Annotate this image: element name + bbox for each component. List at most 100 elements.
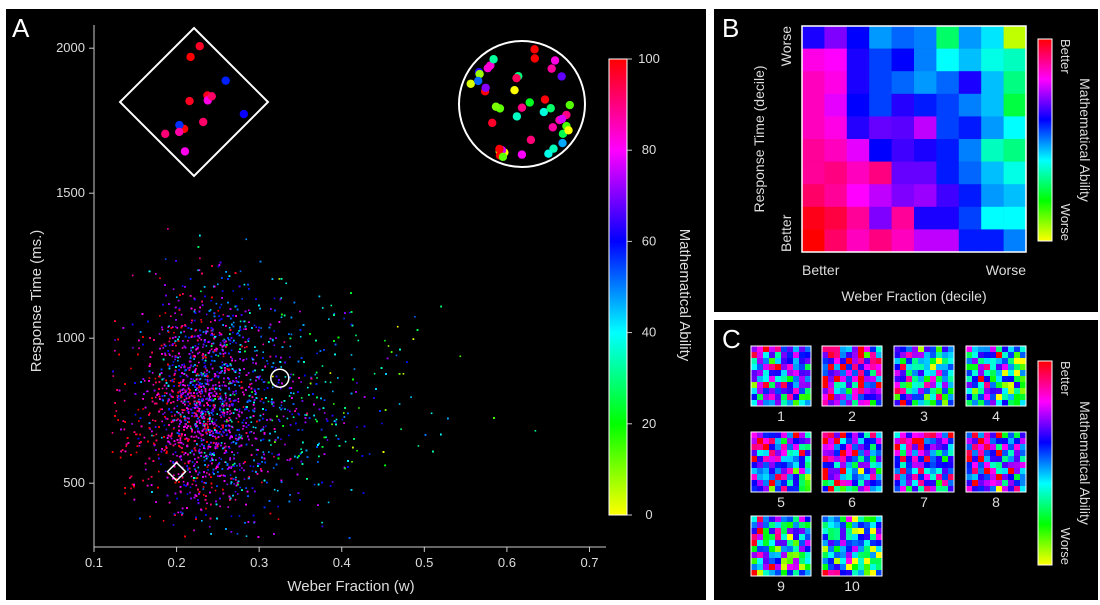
scatter-point xyxy=(213,333,215,336)
scatter-point xyxy=(220,474,223,477)
scatter-point xyxy=(212,387,215,389)
scatter-point xyxy=(149,515,151,518)
scatter-point xyxy=(130,367,132,370)
scatter-point xyxy=(256,349,258,352)
scatter-point xyxy=(277,505,279,508)
scatter-point xyxy=(231,341,234,344)
scatter-point xyxy=(281,407,284,410)
scatter-point xyxy=(387,345,390,347)
scatter-point xyxy=(165,444,167,447)
scatter-point xyxy=(174,413,176,416)
scatter-point xyxy=(290,333,293,336)
scatter-point xyxy=(395,354,398,357)
scatter-point xyxy=(291,467,293,470)
scatter-point xyxy=(188,397,190,399)
scatter-point xyxy=(271,386,274,389)
scatter-point xyxy=(135,451,138,454)
scatter-point xyxy=(172,420,174,423)
scatter-point xyxy=(205,345,208,347)
scatter-point xyxy=(351,461,353,463)
scatter-point xyxy=(221,435,224,437)
scatter-point xyxy=(202,488,205,490)
scatter-point xyxy=(169,344,171,347)
scatter-point xyxy=(222,410,225,413)
scatter-point xyxy=(205,375,207,378)
scatter-point xyxy=(250,382,253,385)
scatter-point xyxy=(283,341,286,343)
scatter-point xyxy=(217,310,220,312)
scatter-point xyxy=(353,368,356,370)
scatter-point xyxy=(190,427,192,430)
scatter-point xyxy=(220,303,223,306)
panel-a-label: A xyxy=(12,13,30,43)
scatter-point xyxy=(273,330,275,332)
scatter-point xyxy=(176,419,178,422)
scatter-point xyxy=(171,415,173,417)
scatter-point xyxy=(228,388,231,391)
scatter-point xyxy=(195,383,198,386)
scatter-point xyxy=(204,378,207,381)
scatter-point xyxy=(180,459,183,461)
scatter-point xyxy=(145,390,148,393)
scatter-point xyxy=(198,337,201,339)
scatter-point xyxy=(228,326,231,329)
scatter-point xyxy=(203,371,206,374)
scatter-point xyxy=(222,355,225,358)
scatter-point xyxy=(243,328,245,330)
scatter-point xyxy=(190,347,192,349)
scatter-point xyxy=(321,365,324,367)
scatter-point xyxy=(216,371,218,373)
scatter-point xyxy=(263,388,266,391)
scatter-point xyxy=(232,403,234,405)
scatter-point xyxy=(204,447,206,450)
scatter-point xyxy=(224,352,227,354)
scatter-point xyxy=(202,399,205,402)
scatter-point xyxy=(230,382,232,385)
scatter-point xyxy=(174,373,176,375)
scatter-point xyxy=(358,407,360,409)
scatter-point xyxy=(218,387,221,390)
scatter-point xyxy=(152,383,155,386)
scatter-point xyxy=(190,322,193,324)
scatter-point xyxy=(229,436,231,439)
scatter-point xyxy=(170,315,172,317)
scatter-point xyxy=(262,413,265,416)
scatter-point xyxy=(292,373,295,376)
scatter-point xyxy=(263,381,266,383)
scatter-point xyxy=(215,419,218,421)
scatter-point xyxy=(207,411,209,413)
scatter-point xyxy=(238,368,241,370)
scatter-point xyxy=(332,390,334,393)
scatter-point xyxy=(233,454,235,456)
scatter-point xyxy=(238,463,241,465)
scatter-point xyxy=(280,316,283,319)
scatter-point xyxy=(231,357,234,360)
scatter-point xyxy=(221,361,224,363)
scatter-point xyxy=(192,365,195,368)
scatter-point xyxy=(396,325,399,328)
scatter-point xyxy=(173,331,175,334)
scatter-point xyxy=(216,413,218,415)
scatter-point xyxy=(244,346,246,349)
scatter-point xyxy=(262,451,265,453)
scatter-point xyxy=(200,321,203,323)
scatter-point xyxy=(138,445,141,447)
scatter-point xyxy=(255,376,258,378)
scatter-point xyxy=(202,434,204,436)
scatter-point xyxy=(167,228,169,230)
scatter-point xyxy=(225,362,227,365)
scatter-point xyxy=(225,385,228,387)
scatter-point xyxy=(198,420,201,423)
scatter-point xyxy=(187,401,190,403)
scatter-point xyxy=(182,443,185,446)
scatter-point xyxy=(249,465,252,467)
scatter-point xyxy=(221,348,224,351)
scatter-point xyxy=(208,412,210,415)
scatter-point xyxy=(192,378,195,380)
scatter-point xyxy=(267,400,270,403)
scatter-point xyxy=(210,454,213,456)
scatter-point xyxy=(187,469,189,471)
scatter-point xyxy=(168,340,171,343)
scatter-point xyxy=(236,533,239,535)
scatter-point xyxy=(236,452,239,454)
